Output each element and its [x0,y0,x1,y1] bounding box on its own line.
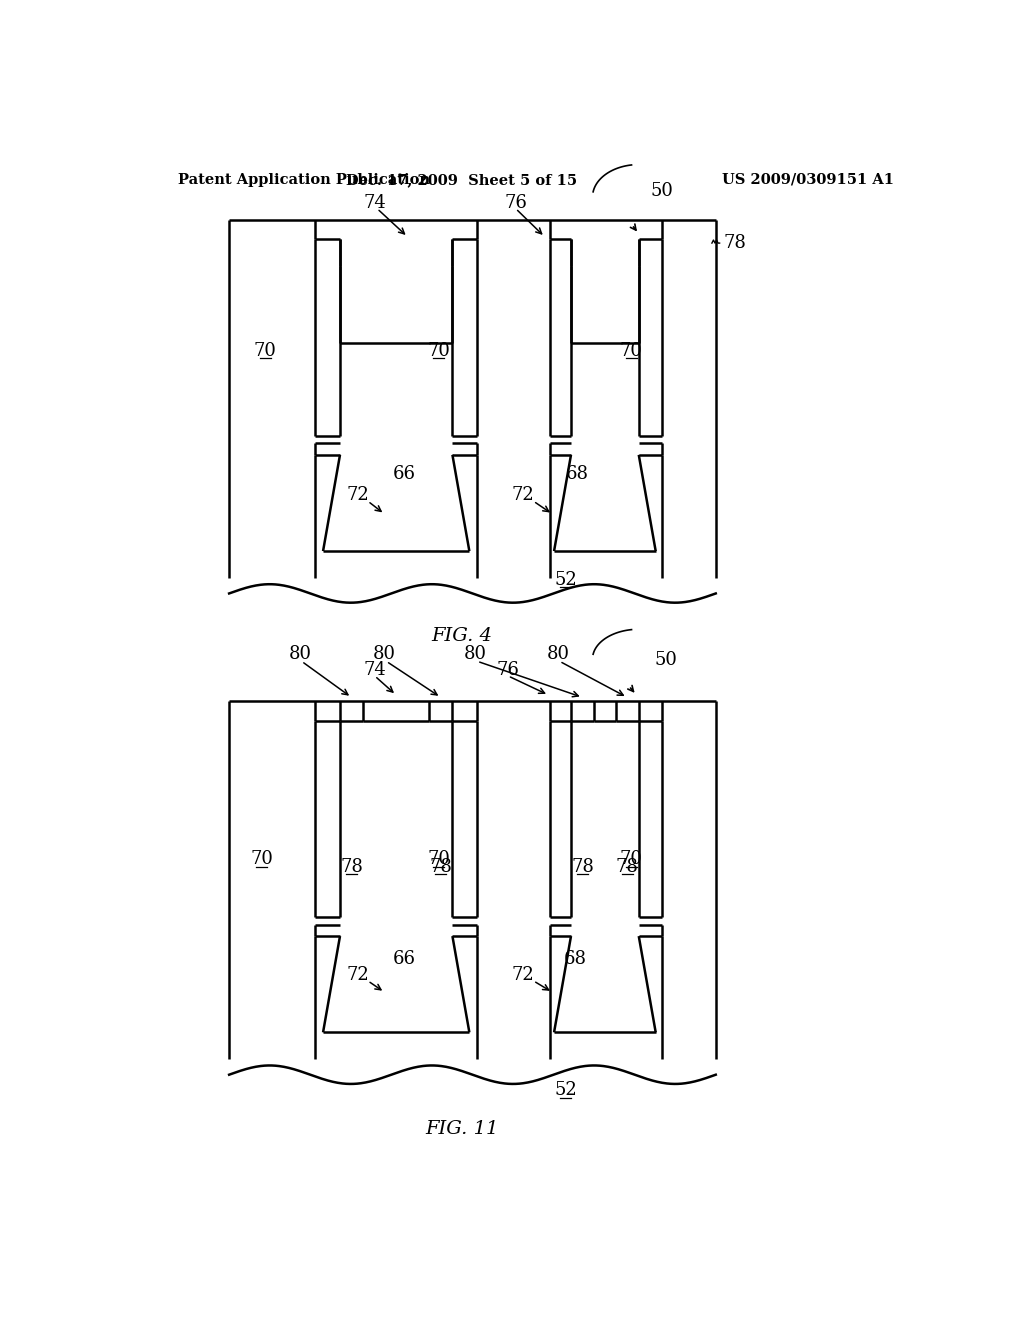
Text: 76: 76 [497,661,519,680]
Text: 80: 80 [373,644,396,663]
Text: Patent Application Publication: Patent Application Publication [178,173,430,187]
Text: 78: 78 [340,858,362,875]
Text: 76: 76 [504,194,527,213]
Text: 80: 80 [464,644,487,663]
Text: 68: 68 [563,950,587,968]
Text: 74: 74 [364,194,386,213]
Text: 70: 70 [427,850,450,869]
Text: 70: 70 [620,850,642,869]
Text: 70: 70 [620,342,642,360]
Text: 78: 78 [429,858,453,875]
Text: 80: 80 [547,644,569,663]
Text: FIG. 4: FIG. 4 [431,627,493,644]
Text: 72: 72 [346,486,369,504]
Text: 72: 72 [512,966,535,983]
Text: Dec. 17, 2009  Sheet 5 of 15: Dec. 17, 2009 Sheet 5 of 15 [346,173,578,187]
Text: 52: 52 [554,1081,577,1100]
Text: 78: 78 [724,234,746,252]
Text: FIG. 11: FIG. 11 [425,1119,499,1138]
Text: 78: 78 [615,858,639,875]
Text: US 2009/0309151 A1: US 2009/0309151 A1 [722,173,894,187]
Text: 78: 78 [571,858,594,875]
Text: 74: 74 [364,661,386,680]
Text: 66: 66 [392,950,416,968]
Text: 68: 68 [565,465,589,483]
Text: 66: 66 [392,465,416,483]
Text: 50: 50 [654,652,677,669]
Text: 52: 52 [554,570,577,589]
Text: 80: 80 [289,644,311,663]
Text: 70: 70 [250,850,273,869]
Text: 70: 70 [254,342,276,360]
Text: 72: 72 [346,966,369,983]
Text: 72: 72 [512,486,535,504]
Text: 70: 70 [427,342,450,360]
Text: 50: 50 [650,182,674,199]
